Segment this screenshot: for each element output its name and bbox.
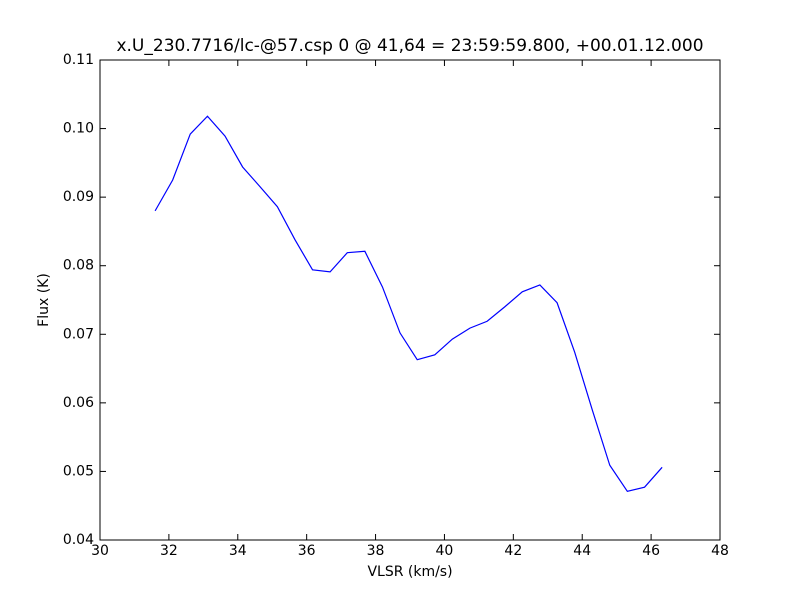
x-tick-label: 38 [367, 543, 385, 559]
y-tick-label: 0.08 [63, 258, 94, 274]
x-tick-label: 34 [229, 543, 247, 559]
x-tick-label: 30 [91, 543, 109, 559]
y-tick-label: 0.04 [63, 532, 94, 548]
chart-title: x.U_230.7716/lc-@57.csp 0 @ 41,64 = 23:5… [116, 36, 703, 56]
x-tick-label: 32 [160, 543, 178, 559]
data-line [154, 115, 663, 492]
y-tick-label: 0.05 [63, 463, 94, 479]
x-tick-label: 48 [711, 543, 729, 559]
x-tick-label: 40 [436, 543, 454, 559]
x-tick-label: 44 [573, 543, 591, 559]
y-tick-label: 0.09 [63, 189, 94, 205]
x-axis-label: VLSR (km/s) [367, 564, 452, 580]
y-tick-label: 0.06 [63, 395, 94, 411]
x-tick-label: 42 [504, 543, 522, 559]
y-tick-label: 0.10 [63, 121, 94, 137]
plot-frame [99, 59, 721, 541]
y-tick-label: 0.11 [63, 52, 94, 68]
y-axis-label: Flux (K) [36, 273, 52, 327]
x-tick-label: 46 [642, 543, 660, 559]
x-tick-label: 36 [298, 543, 316, 559]
y-tick-label: 0.07 [63, 326, 94, 342]
